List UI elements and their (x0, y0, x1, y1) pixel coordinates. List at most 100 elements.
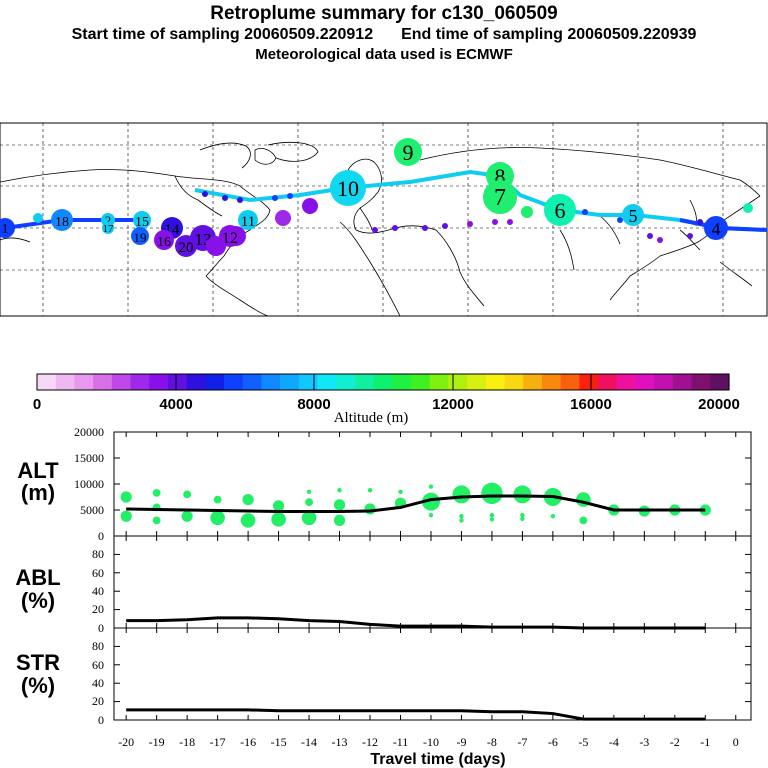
x-tick-label: -12 (362, 735, 378, 749)
alt-bubble (210, 510, 225, 526)
map-label-18: 18 (55, 215, 69, 230)
alt-ytick: 15000 (74, 451, 104, 465)
alt-bubble (452, 485, 471, 504)
colorbar-swatch (485, 374, 506, 390)
x-tick-label: -7 (517, 735, 527, 749)
colorbar-swatch (224, 374, 244, 390)
str-unit-label: (%) (21, 673, 55, 698)
colorbar-swatch (317, 374, 337, 390)
alt-ytick: 10000 (74, 477, 104, 491)
alt-bubble (398, 489, 403, 494)
x-tick-label: -14 (301, 735, 317, 749)
alt-bubble (550, 514, 556, 519)
alt-ytick: 5000 (80, 503, 104, 517)
map-label-11: 11 (241, 214, 255, 230)
end-time-label: End time of sampling 20060509.220939 (401, 26, 697, 43)
alt-bubble (272, 500, 285, 512)
alt-bubble (699, 504, 711, 516)
map-label-5: 5 (629, 206, 638, 226)
alt-mean-line (126, 494, 706, 514)
colorbar-swatch (373, 374, 393, 390)
colorbar-swatch (411, 374, 431, 390)
abl-ytick: 40 (92, 584, 104, 598)
str-panel-frame (113, 627, 752, 721)
alt-bubble (181, 510, 193, 522)
colorbar-swatch (691, 374, 711, 390)
x-tick-label: -18 (179, 735, 195, 749)
x-axis-title: Travel time (days) (370, 751, 505, 768)
abl-ytick: 0 (98, 621, 104, 635)
x-tick-label: 0 (733, 735, 739, 749)
alt-bubble (579, 516, 588, 525)
y-tick-labels: 20000 15000 10000 5000 0 80 60 40 20 0 8… (74, 425, 104, 727)
colorbar-swatch (149, 374, 169, 390)
colorbar-swatch (111, 374, 132, 390)
alt-bubble (152, 488, 161, 497)
x-axis-ticks: -20 -19 -18 -17 -16 -15 -14 -13 -12 -11 -10 -9 -8 -7-… (118, 432, 739, 749)
colorbar-swatch (710, 374, 730, 390)
map-label-19: 19 (134, 230, 147, 245)
colorbar-swatch (616, 374, 637, 390)
colorbar-swatch (635, 374, 655, 390)
x-tick-label: -1 (700, 735, 710, 749)
x-tick-label: -20 (118, 735, 134, 749)
colorbar-swatch (560, 374, 580, 390)
str-ytick: 0 (98, 713, 104, 727)
x-tick-label: -11 (393, 735, 409, 749)
str-line (126, 708, 706, 721)
panel-labels: ALT (m) ABL (%) STR (%) (15, 458, 60, 698)
abl-panel-frame (113, 535, 752, 629)
x-tick-label: -19 (149, 735, 165, 749)
alt-bubble (489, 513, 495, 518)
x-tick-label: -10 (423, 735, 439, 749)
alt-bubble (520, 513, 525, 518)
str-ytick: 80 (92, 639, 104, 653)
chart-title: Retroplume summary for c130_060509 (210, 3, 558, 24)
alt-bubble (152, 516, 161, 525)
alt-bubble (428, 484, 434, 489)
map-label-1: 1 (2, 222, 9, 237)
colorbar-swatch (37, 374, 57, 390)
colorbar-swatch (186, 374, 206, 390)
x-tick-label: -13 (332, 735, 348, 749)
alt-bubble (459, 514, 464, 519)
colorbar-swatch (280, 374, 300, 390)
colorbar-swatch (392, 374, 412, 390)
str-ytick: 60 (92, 658, 104, 672)
colorbar-tick: 8000 (297, 396, 330, 413)
abl-line (126, 616, 706, 630)
alt-bubble (428, 513, 434, 518)
map-label-17: 17 (103, 223, 115, 235)
alt-plot (114, 431, 751, 537)
alt-bubble (305, 498, 313, 507)
track-points (202, 191, 703, 243)
colorbar (36, 373, 730, 391)
alt-bubble (489, 517, 495, 522)
alt-bubble (421, 492, 440, 511)
abl-ytick: 80 (92, 547, 104, 561)
colorbar-tick: 16000 (570, 396, 612, 413)
colorbar-tick: 4000 (159, 396, 192, 413)
colorbar-swatch (261, 374, 281, 390)
x-tick-label: -8 (487, 735, 497, 749)
met-data-label: Meteorological data used is ECMWF (255, 46, 513, 63)
colorbar-swatch (467, 374, 487, 390)
colorbar-swatch (448, 374, 468, 390)
str-ytick: 40 (92, 676, 104, 690)
colorbar-swatch (354, 374, 375, 390)
map-label-6: 6 (555, 198, 566, 223)
abl-label: ABL (15, 565, 60, 590)
colorbar-swatch (598, 374, 618, 390)
alt-bubble (333, 499, 346, 511)
alt-bubble (481, 482, 503, 505)
alt-bubble (306, 489, 312, 494)
alt-bubble (120, 491, 132, 503)
abl-ytick: 20 (92, 602, 104, 616)
x-tick-label: -5 (578, 735, 588, 749)
colorbar-swatch (298, 374, 319, 390)
alt-bubble (459, 518, 464, 523)
colorbar-frame (36, 373, 730, 391)
alt-bubble (240, 513, 256, 528)
map-label-10: 10 (337, 176, 359, 201)
x-tick-label: -4 (609, 735, 619, 749)
